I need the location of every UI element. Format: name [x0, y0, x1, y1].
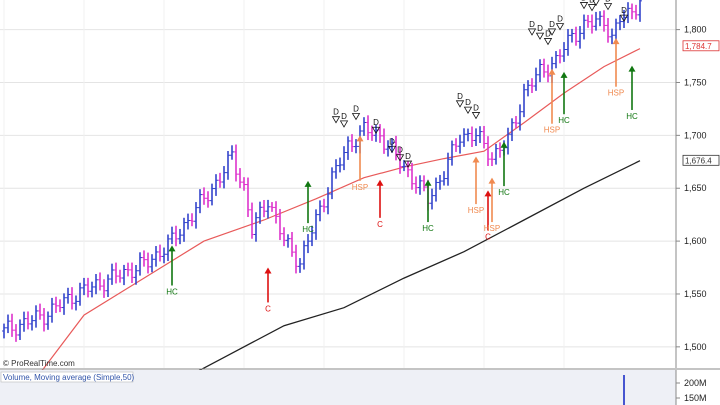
d-marker-label: D: [621, 6, 627, 15]
d-marker-label: D: [549, 20, 555, 29]
d-marker-triangle: [592, 0, 600, 7]
d-marker-triangle: [527, 28, 537, 36]
d-markers: DDDDDDDDDDDDDDDDDDDD: [331, 0, 629, 168]
d-marker-triangle: [395, 154, 405, 162]
d-marker-label: D: [333, 108, 339, 117]
signal-arrow-head: [264, 267, 272, 274]
volume-tick-label: 200M: [684, 378, 707, 388]
signal-label: HSP: [468, 206, 484, 215]
d-marker-triangle: [455, 100, 465, 108]
price-tags: 1,784.7 1,676.4: [682, 40, 720, 166]
price-bars: [2, 0, 642, 342]
d-marker-triangle: [403, 160, 413, 168]
signal-label: HC: [498, 188, 510, 197]
d-marker-triangle: [331, 116, 341, 124]
signal-label: HSP: [544, 126, 560, 135]
signal-label: HSP: [352, 183, 368, 192]
volume-tick-label: 150M: [684, 393, 707, 403]
signal-arrow-head: [628, 65, 636, 72]
d-marker-label: D: [465, 98, 471, 107]
price-tick-label: 1,800: [684, 25, 707, 35]
d-marker-triangle: [339, 120, 349, 128]
d-marker-label: D: [389, 137, 395, 146]
price-tick-label: 1,550: [684, 289, 707, 299]
signal-label: HC: [626, 112, 638, 121]
d-marker-triangle: [535, 32, 545, 40]
ma-long-line: [179, 160, 641, 382]
signal-arrow-head: [356, 135, 364, 142]
signal-arrow-head: [612, 38, 620, 45]
volume-title: Volume, Moving average (Simple,50): [3, 373, 135, 382]
d-marker-triangle: [619, 14, 629, 22]
price-tick-label: 1,500: [684, 342, 707, 352]
d-marker-label: D: [557, 15, 563, 24]
d-marker-triangle: [387, 145, 397, 154]
price-tag-label: 1,676.4: [685, 156, 712, 165]
signal-arrow-head: [488, 177, 496, 184]
d-marker-triangle: [579, 2, 589, 10]
d-marker-label: D: [529, 20, 535, 29]
d-marker-triangle: [547, 28, 557, 36]
d-marker-label: D: [397, 146, 403, 155]
d-marker-triangle: [471, 112, 481, 120]
d-marker-label: D: [473, 103, 479, 112]
d-marker-label: D: [545, 29, 551, 38]
price-tick-label: 1,700: [684, 130, 707, 140]
ma-short-line: [15, 48, 641, 405]
signal-label: C: [377, 220, 383, 229]
d-marker-triangle: [463, 106, 473, 114]
signal-label: HSP: [484, 224, 500, 233]
signal-arrow-head: [304, 180, 312, 187]
price-axis: 1,500 1,550 1,600 1,650 1,700 1,750 1,800: [676, 25, 707, 352]
d-marker-triangle: [351, 113, 361, 121]
d-marker-label: D: [405, 152, 411, 161]
price-tag-box: [682, 154, 720, 166]
d-marker-triangle: [603, 3, 613, 11]
signal-label: HC: [422, 224, 434, 233]
d-marker-triangle: [587, 4, 597, 12]
signal-arrow-head: [500, 141, 508, 148]
signal-label: C: [265, 304, 271, 313]
moving-averages: [15, 48, 641, 405]
d-marker-label: D: [605, 0, 611, 4]
d-marker-label: D: [581, 0, 587, 2]
d-marker-label: D: [537, 24, 543, 33]
signal-arrow-head: [484, 190, 492, 197]
signal-arrow-head: [376, 179, 384, 186]
signal-label: HC: [558, 116, 570, 125]
signal-arrow-head: [472, 156, 480, 163]
price-tick-label: 1,650: [684, 183, 707, 193]
d-marker-triangle: [371, 126, 381, 135]
d-marker-triangle: [555, 23, 565, 31]
d-marker-label: D: [353, 104, 359, 113]
d-marker-label: D: [373, 118, 379, 127]
signal-label: HC: [166, 288, 178, 297]
price-tick-label: 1,600: [684, 236, 707, 246]
price-axis-background: [676, 0, 720, 368]
signal-arrow-head: [548, 68, 556, 75]
price-grid: [0, 0, 676, 368]
price-tag-box: [682, 40, 720, 52]
signal-label: C: [485, 233, 491, 242]
signal-arrow-head: [424, 179, 432, 186]
signal-label: HC: [302, 225, 314, 234]
volume-axis-background: [676, 370, 720, 405]
signal-label: HSP: [608, 89, 624, 98]
d-marker-label: D: [457, 92, 463, 101]
volume-title-box: [0, 371, 134, 383]
credit-text: © ProRealTime.com: [3, 359, 75, 368]
signal-arrow-head: [560, 71, 568, 78]
volume-bars: 150M 200M: [623, 375, 707, 405]
signal-arrow-head: [168, 245, 176, 252]
d-marker-label: D: [589, 0, 595, 5]
price-tag-label: 1,784.7: [685, 42, 712, 51]
d-marker-label: D: [341, 112, 347, 121]
d-marker-triangle: [543, 38, 553, 46]
price-tick-label: 1,750: [684, 77, 707, 87]
